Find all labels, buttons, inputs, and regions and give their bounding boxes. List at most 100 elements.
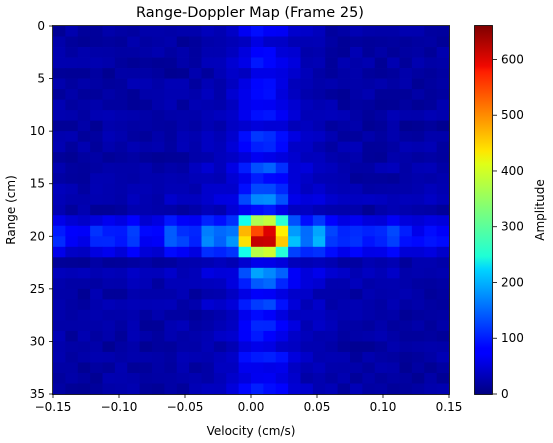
heatmap-cell <box>424 162 438 174</box>
heatmap-cell <box>189 26 202 37</box>
heatmap-cell <box>102 141 116 153</box>
heatmap-cell <box>102 278 116 290</box>
heatmap-cell <box>312 36 326 48</box>
heatmap-cell <box>251 362 264 374</box>
heatmap-cell <box>213 372 227 384</box>
heatmap-cell <box>164 194 178 206</box>
heatmap-cell <box>226 47 240 58</box>
heatmap-cell <box>139 341 153 353</box>
heatmap-cell <box>350 162 363 174</box>
heatmap-cell <box>238 278 252 290</box>
heatmap-cell <box>337 236 351 248</box>
heatmap-cell <box>226 183 240 195</box>
heatmap-cell <box>325 215 339 227</box>
heatmap-cell <box>127 236 141 248</box>
heatmap-cell <box>350 278 363 290</box>
heatmap-cell <box>399 236 413 248</box>
heatmap-cell <box>337 131 351 143</box>
heatmap-cell <box>300 257 314 269</box>
heatmap-cell <box>114 47 128 58</box>
heatmap-cell <box>275 309 289 321</box>
heatmap-cell <box>275 204 289 216</box>
heatmap-cell <box>152 194 165 206</box>
heatmap-cell <box>288 141 301 153</box>
heatmap-cell <box>337 246 351 258</box>
heatmap-cell <box>424 288 438 300</box>
heatmap-cell <box>251 215 264 227</box>
heatmap-cell <box>263 204 277 216</box>
heatmap-cell <box>201 246 215 258</box>
heatmap-cell <box>325 99 339 111</box>
heatmap-cell <box>102 89 116 100</box>
heatmap-cell <box>114 131 128 143</box>
heatmap-cell <box>387 141 400 153</box>
heatmap-cell <box>238 194 252 206</box>
heatmap-cell <box>436 288 450 300</box>
heatmap-cell <box>152 341 165 353</box>
heatmap-cell <box>362 78 376 90</box>
heatmap-cell <box>288 36 301 48</box>
heatmap-cell <box>139 309 153 321</box>
heatmap-cell <box>226 204 240 216</box>
heatmap-cell <box>300 173 314 185</box>
heatmap-cell <box>436 141 450 153</box>
heatmap-cell <box>300 152 314 164</box>
heatmap-cell <box>263 47 277 58</box>
heatmap-cell <box>325 131 339 143</box>
heatmap-cell <box>213 47 227 58</box>
heatmap-cell <box>325 26 339 37</box>
heatmap-cell <box>65 110 79 122</box>
heatmap-cell <box>300 89 314 100</box>
heatmap-cell <box>424 257 438 269</box>
heatmap-cell <box>424 110 438 122</box>
heatmap-cell <box>411 120 425 132</box>
heatmap-cell <box>424 372 438 384</box>
heatmap-cell <box>189 110 202 122</box>
heatmap-cell <box>176 204 190 216</box>
heatmap-cell <box>350 78 363 90</box>
heatmap-cell <box>53 257 66 269</box>
heatmap-cell <box>424 362 438 374</box>
heatmap-cell <box>238 288 252 300</box>
heatmap-cell <box>362 89 376 100</box>
heatmap-cell <box>127 383 141 395</box>
heatmap-cell <box>114 215 128 227</box>
heatmap-cell <box>411 194 425 206</box>
heatmap-cell <box>189 299 202 311</box>
heatmap-cell <box>325 120 339 132</box>
heatmap-cell <box>411 225 425 237</box>
heatmap-cell <box>213 267 227 279</box>
heatmap-cell <box>424 278 438 290</box>
heatmap-cell <box>189 47 202 58</box>
heatmap-cell <box>374 351 388 363</box>
heatmap-cell <box>114 183 128 195</box>
heatmap-cell <box>337 47 351 58</box>
heatmap-cell <box>312 173 326 185</box>
heatmap-cell <box>399 173 413 185</box>
heatmap-cell <box>77 372 91 384</box>
x-tick-label: 0.15 <box>436 400 463 414</box>
heatmap-cell <box>424 215 438 227</box>
heatmap-cell <box>288 99 301 111</box>
heatmap-cell <box>387 173 400 185</box>
heatmap-cell <box>275 183 289 195</box>
heatmap-cell <box>189 330 202 342</box>
heatmap-cell <box>251 68 264 79</box>
heatmap-cell <box>350 204 363 216</box>
heatmap-cell <box>411 26 425 37</box>
heatmap-cell <box>164 288 178 300</box>
heatmap-cell <box>374 215 388 227</box>
heatmap-cell <box>312 183 326 195</box>
heatmap-cell <box>325 78 339 90</box>
heatmap-cell <box>251 99 264 111</box>
heatmap-cell <box>362 141 376 153</box>
heatmap-cell <box>362 236 376 248</box>
heatmap-cell <box>238 267 252 279</box>
heatmap-cell <box>152 78 165 90</box>
heatmap-cell <box>399 257 413 269</box>
heatmap-cell <box>152 372 165 384</box>
heatmap-cell <box>424 225 438 237</box>
heatmap-cell <box>436 68 450 79</box>
heatmap-cell <box>424 267 438 279</box>
heatmap-cell <box>362 47 376 58</box>
